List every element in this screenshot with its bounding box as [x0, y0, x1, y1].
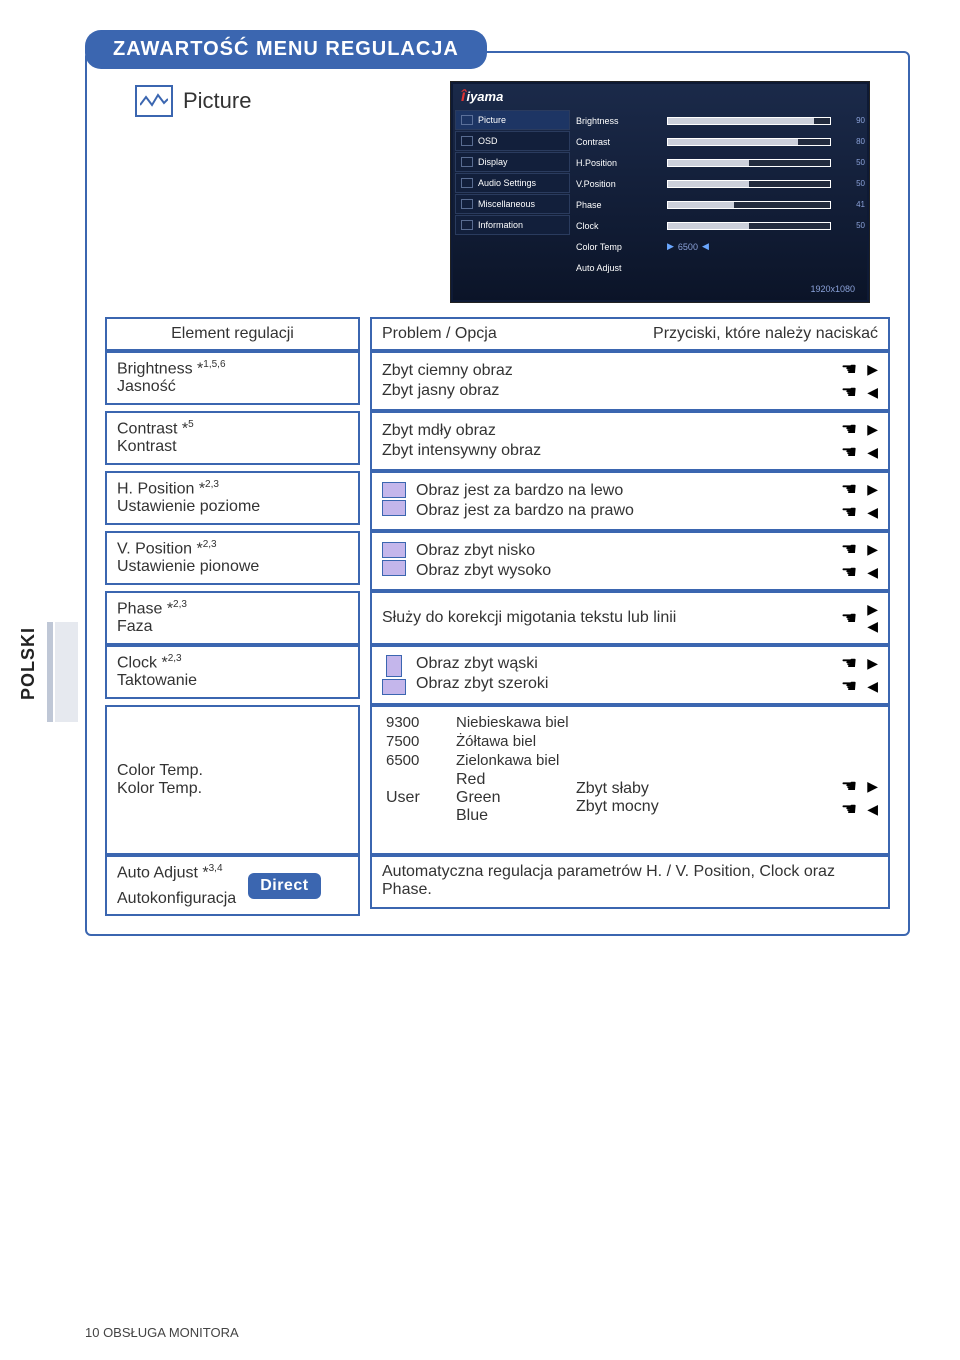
picture-heading: Picture — [135, 85, 251, 117]
row-brightness-right: Zbyt ciemny obraz Zbyt jasny obraz ☛▶ ☛◀ — [370, 351, 890, 411]
row-brightness-left: Brightness *1,5,6 Jasność — [105, 351, 360, 405]
osd-menu-osd: OSD — [455, 131, 570, 151]
row-vpos-left: V. Position *2,3 Ustawienie pionowe — [105, 531, 360, 585]
arrow-left-icon: ◀ — [867, 384, 878, 401]
position-icon — [382, 560, 406, 576]
row-clock-left: Clock *2,3 Taktowanie — [105, 645, 360, 699]
header-right: Problem / Opcja Przyciski, które należy … — [370, 317, 890, 351]
hand-icon: ☛ — [841, 442, 857, 463]
picture-label-text: Picture — [183, 88, 251, 114]
row-colortemp-left: Color Temp. Kolor Temp. — [105, 705, 360, 855]
osd-menu-audio: Audio Settings — [455, 173, 570, 193]
row-vpos-right: Obraz zbyt nisko Obraz zbyt wysoko ☛▶ ☛◀ — [370, 531, 890, 591]
header-left: Element regulacji — [105, 317, 360, 351]
row-phase-left: Phase *2,3 Faza — [105, 591, 360, 645]
osd-screenshot: îiyama Picture OSD Display Audio Setting… — [450, 81, 870, 303]
position-icon — [382, 542, 406, 558]
osd-left-menu: Picture OSD Display Audio Settings Misce… — [455, 110, 570, 278]
osd-logo: îiyama — [455, 86, 865, 110]
row-hpos-right: Obraz jest za bardzo na lewo Obraz jest … — [370, 471, 890, 531]
section-title: ZAWARTOŚĆ MENU REGULACJA — [85, 30, 487, 69]
row-clock-right: Obraz zbyt wąski Obraz zbyt szeroki ☛▶ ☛… — [370, 645, 890, 705]
picture-icon — [135, 85, 173, 117]
row-contrast-left: Contrast *5 Kontrast — [105, 411, 360, 465]
clock-icon — [386, 655, 402, 677]
row-hpos-left: H. Position *2,3 Ustawienie poziome — [105, 471, 360, 525]
hand-icon: ☛ — [841, 359, 857, 380]
osd-resolution: 1920x1080 — [455, 278, 865, 296]
clock-icon — [382, 679, 406, 695]
row-contrast-right: Zbyt mdły obraz Zbyt intensywny obraz ☛▶… — [370, 411, 890, 471]
position-icon — [382, 500, 406, 516]
osd-menu-picture: Picture — [455, 110, 570, 130]
row-phase-right: Służy do korekcji migotania tekstu lub l… — [370, 591, 890, 645]
osd-menu-display: Display — [455, 152, 570, 172]
row-auto-right: Automatyczna regulacja parametrów H. / V… — [370, 855, 890, 909]
position-icon — [382, 482, 406, 498]
content-border: Picture îiyama Picture OSD Display Audio… — [85, 51, 910, 936]
osd-menu-misc: Miscellaneous — [455, 194, 570, 214]
direct-badge: Direct — [248, 873, 320, 899]
hand-icon: ☛ — [841, 382, 857, 403]
arrow-right-icon: ▶ — [867, 361, 878, 378]
osd-right-panel: Brightness90 Contrast80 H.Position50 V.P… — [570, 110, 865, 278]
hand-icon: ☛ — [841, 419, 857, 440]
row-auto-left: Auto Adjust *3,4 Autokonfiguracja Direct — [105, 855, 360, 916]
row-colortemp-right: 9300Niebieskawa biel 7500Żółtawa biel 65… — [370, 705, 890, 855]
page-footer: 10 OBSŁUGA MONITORA — [85, 1325, 239, 1340]
osd-menu-info: Information — [455, 215, 570, 235]
